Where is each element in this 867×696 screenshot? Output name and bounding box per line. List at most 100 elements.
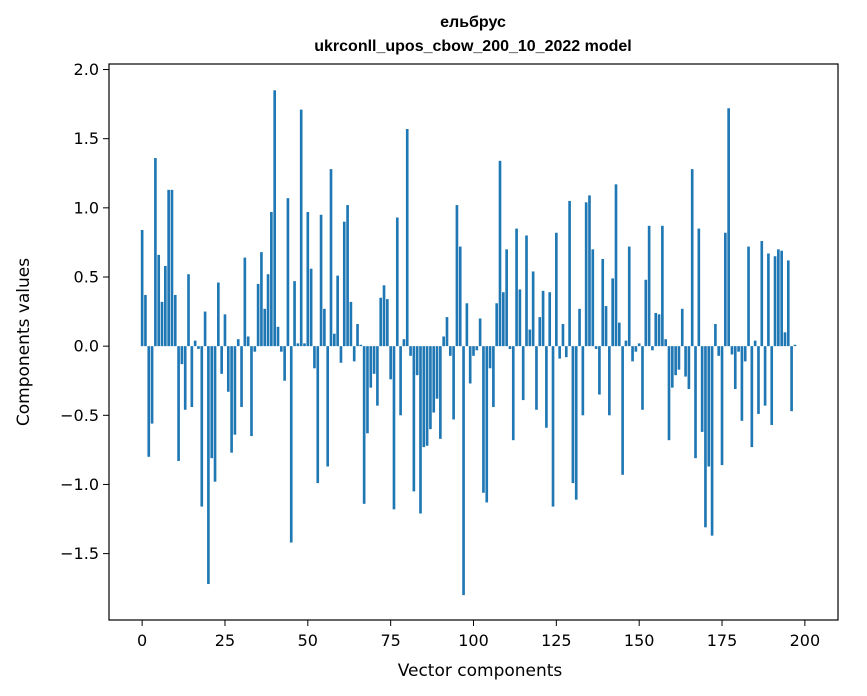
bar-175 [720, 346, 724, 466]
bar-136 [591, 249, 595, 347]
bar-112 [511, 346, 515, 441]
bar-102 [478, 318, 482, 347]
bar-139 [601, 259, 605, 347]
bar-84 [419, 346, 422, 514]
bar-131 [574, 346, 578, 500]
bar-36 [260, 252, 263, 347]
y-tick-label: 1.0 [74, 198, 99, 217]
bar-178 [730, 346, 734, 355]
bar-10 [173, 294, 177, 347]
bar-118 [531, 271, 535, 347]
bar-44 [286, 198, 290, 347]
bar-4 [154, 158, 157, 347]
bar-95 [455, 205, 459, 347]
bar-24 [220, 346, 223, 374]
bar-172 [710, 346, 714, 536]
bar-110 [505, 249, 508, 347]
x-tick-label: 150 [624, 631, 655, 650]
bar-197 [793, 344, 797, 347]
x-tick-label: 125 [541, 631, 572, 650]
bar-154 [651, 346, 654, 351]
bar-56 [326, 346, 330, 467]
bar-97 [462, 346, 465, 596]
bar-77 [395, 217, 399, 347]
bar-16 [193, 340, 197, 347]
bar-193 [780, 250, 783, 347]
bar-66 [359, 344, 363, 347]
y-axis-label: Components values [14, 258, 34, 426]
bar-74 [386, 299, 389, 347]
bar-67 [362, 346, 366, 504]
bar-13 [183, 346, 187, 410]
bar-30 [240, 346, 243, 408]
bar-60 [339, 346, 343, 363]
bar-106 [492, 346, 495, 408]
bar-46 [293, 281, 296, 347]
bar-58 [333, 333, 336, 347]
bar-126 [558, 346, 561, 359]
bar-147 [627, 246, 631, 347]
bar-196 [790, 346, 793, 412]
x-tick-label: 0 [137, 631, 147, 650]
bar-190 [770, 346, 774, 425]
bar-117 [528, 329, 532, 347]
bar-134 [584, 202, 588, 347]
bar-76 [392, 346, 396, 510]
bar-71 [376, 346, 379, 406]
bar-34 [253, 346, 257, 352]
bar-37 [263, 308, 267, 347]
bar-142 [611, 278, 614, 347]
bar-103 [482, 346, 485, 493]
bar-109 [502, 292, 505, 347]
bar-85 [422, 346, 426, 448]
bar-20 [207, 346, 210, 585]
bar-68 [366, 346, 369, 434]
bar-137 [594, 346, 598, 349]
bar-144 [617, 322, 621, 347]
bar-53 [316, 346, 320, 484]
bar-1 [144, 294, 147, 347]
bar-28 [233, 346, 237, 435]
bar-114 [518, 289, 522, 347]
bar-165 [687, 346, 691, 390]
x-axis-ticks: 0 25 50 75 100 125 150 175 200 [137, 620, 820, 650]
bar-141 [608, 346, 611, 416]
bar-146 [624, 340, 628, 347]
y-tick-label: 0.0 [74, 337, 99, 356]
bar-72 [379, 297, 383, 347]
bar-105 [488, 346, 492, 369]
bar-35 [256, 283, 260, 347]
bar-179 [733, 346, 737, 390]
bar-177 [727, 108, 730, 347]
bar-153 [647, 225, 651, 347]
bar-192 [777, 249, 780, 347]
bar-111 [508, 346, 512, 349]
bar-17 [197, 346, 200, 349]
bar-9 [170, 189, 174, 347]
bar-186 [757, 346, 760, 414]
bar-155 [654, 312, 658, 347]
bar-50 [306, 211, 310, 347]
bar-169 [700, 346, 704, 432]
bar-143 [614, 184, 618, 347]
x-tick-label: 75 [380, 631, 400, 650]
bar-119 [535, 346, 538, 410]
bar-116 [525, 235, 528, 347]
bar-78 [399, 346, 402, 416]
bar-14 [187, 274, 190, 347]
bar-33 [250, 346, 253, 437]
bar-99 [468, 346, 472, 384]
bar-43 [283, 346, 286, 381]
bar-83 [415, 346, 419, 376]
bar-19 [203, 311, 207, 347]
bar-101 [475, 346, 479, 351]
bar-27 [230, 346, 233, 453]
bar-79 [402, 339, 406, 347]
bar-164 [684, 346, 687, 377]
bar-2 [147, 346, 151, 457]
bar-31 [243, 257, 247, 347]
x-tick-label: 175 [707, 631, 738, 650]
y-tick-label: 1.5 [74, 129, 99, 148]
bar-184 [750, 346, 754, 448]
